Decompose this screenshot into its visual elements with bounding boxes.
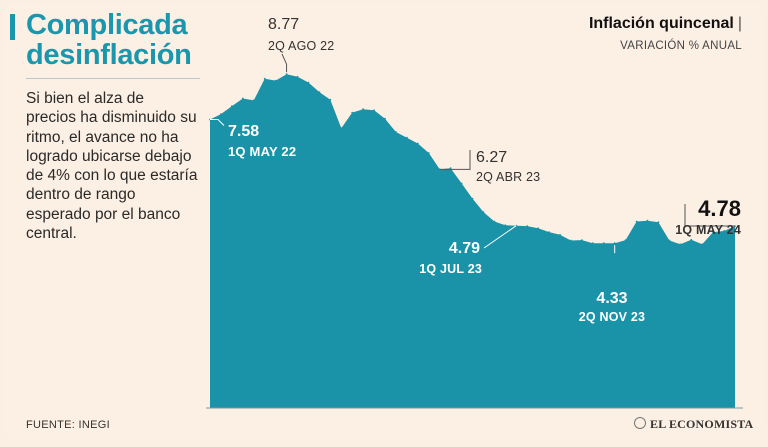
data-point xyxy=(701,243,704,246)
data-point xyxy=(504,224,507,227)
data-point xyxy=(307,81,310,84)
annotation-value: 7.58 xyxy=(228,123,259,140)
description-text: Si bien el alza de precios ha disminuido… xyxy=(26,90,198,243)
data-point xyxy=(285,73,288,76)
annotation-period: 1Q MAY 22 xyxy=(228,144,296,159)
annotation-period: 2Q NOV 23 xyxy=(579,310,645,324)
data-point xyxy=(395,131,397,133)
data-point xyxy=(602,242,605,245)
annotation-value: 6.27 xyxy=(476,149,507,166)
annotation-leader xyxy=(483,225,517,249)
headline-line-1: Complicada xyxy=(26,9,188,41)
headline: Complicada desinflación xyxy=(26,10,192,70)
data-point xyxy=(340,127,343,130)
data-point xyxy=(668,239,671,242)
data-point xyxy=(712,231,714,234)
data-point xyxy=(581,239,583,242)
data-point xyxy=(548,231,550,234)
data-point xyxy=(384,117,386,120)
annotation-leader xyxy=(281,53,288,73)
data-point xyxy=(318,91,321,93)
brand-mark-icon xyxy=(634,417,646,429)
data-point xyxy=(406,136,408,139)
data-point xyxy=(537,227,539,230)
annotation-period: 1Q JUL 23 xyxy=(419,262,482,276)
data-point xyxy=(613,242,616,245)
data-point xyxy=(690,238,693,241)
annotation-leader xyxy=(684,204,735,227)
inflation-area-series xyxy=(210,74,735,408)
data-point xyxy=(482,211,485,213)
annotation-period: 2Q ABR 23 xyxy=(476,170,540,184)
data-point xyxy=(646,219,649,222)
annotation-value: 4.79 xyxy=(449,240,480,257)
brand-name: EL ECONOMISTA xyxy=(650,417,754,431)
data-point xyxy=(679,243,682,246)
data-point xyxy=(351,111,354,114)
chart-header: Inflación quincenal | VARIACIÓN % ANUAL xyxy=(589,14,742,54)
annotation-period: 1Q MAY 24 xyxy=(675,223,741,237)
source-note: FUENTE: INEGI xyxy=(26,419,110,431)
data-point xyxy=(723,230,725,232)
headline-divider xyxy=(26,78,200,79)
data-point xyxy=(274,79,277,82)
data-point xyxy=(624,239,627,242)
data-point xyxy=(526,225,529,228)
headline-line-2: desinflación xyxy=(26,39,192,71)
data-point xyxy=(296,75,299,78)
data-point xyxy=(635,220,638,223)
chart-title-pipe: | xyxy=(737,15,742,32)
title-accent-bar xyxy=(10,14,15,40)
data-point xyxy=(559,233,561,236)
data-point xyxy=(263,77,266,80)
data-point xyxy=(231,105,233,107)
chart-subtitle: VARIACIÓN % ANUAL xyxy=(620,40,742,52)
brand-logo: EL ECONOMISTA xyxy=(634,417,753,432)
data-point xyxy=(252,99,255,102)
annotation-value: 8.77 xyxy=(268,16,299,33)
annotation-value: 4.33 xyxy=(596,290,627,307)
data-point xyxy=(362,108,364,111)
data-point xyxy=(460,182,463,185)
data-point xyxy=(416,142,419,145)
data-point xyxy=(220,113,222,115)
data-point xyxy=(493,220,496,223)
chart-title-text: Inflación quincenal xyxy=(588,15,734,32)
data-point xyxy=(449,167,452,170)
data-point xyxy=(471,197,474,200)
data-point xyxy=(329,98,332,101)
data-point xyxy=(241,97,244,100)
annotation-period: 2Q AGO 22 xyxy=(268,39,334,53)
annotation-leader xyxy=(210,118,225,126)
data-point xyxy=(427,152,430,154)
data-point xyxy=(570,239,572,242)
annotation-value: 4.78 xyxy=(698,196,741,221)
data-point xyxy=(657,221,660,224)
annotation-leader xyxy=(439,150,471,170)
data-point xyxy=(591,242,594,245)
data-point xyxy=(373,109,375,112)
chart-title: Inflación quincenal | xyxy=(589,14,742,34)
